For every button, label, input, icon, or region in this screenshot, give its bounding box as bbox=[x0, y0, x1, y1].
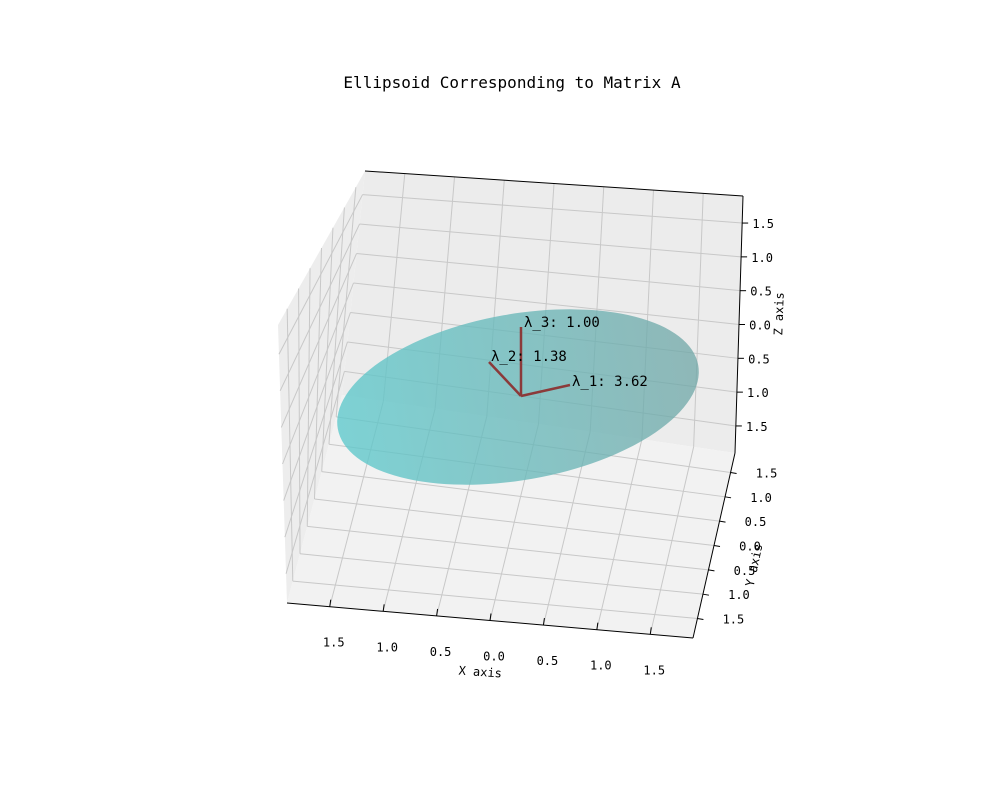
grid-line bbox=[321, 471, 720, 522]
grid-line bbox=[693, 193, 704, 447]
z-tick-label: 1.5 bbox=[746, 420, 768, 434]
grid-line bbox=[362, 194, 743, 224]
y-tick-mark bbox=[730, 471, 737, 474]
x-tick-label: 0.5 bbox=[537, 654, 559, 668]
z-tick-label: 0.5 bbox=[750, 285, 772, 299]
z-tick-label: 1.0 bbox=[747, 386, 769, 400]
y-tick-label: 0.5 bbox=[745, 515, 767, 529]
y-tick-mark bbox=[697, 618, 704, 621]
x-tick-mark bbox=[649, 627, 652, 635]
y-tick-label: 0.5 bbox=[734, 564, 756, 578]
x-tick-mark bbox=[542, 618, 545, 626]
x-tick-label: 0.5 bbox=[430, 645, 452, 659]
z-tick-label: 0.0 bbox=[749, 319, 771, 333]
eigenvector-1 bbox=[520, 383, 571, 398]
eigenvectors bbox=[488, 327, 571, 398]
x-axis-label: X axis bbox=[458, 664, 502, 681]
y-tick-label: 1.0 bbox=[728, 588, 750, 602]
grid-line bbox=[356, 253, 741, 292]
eigenvalue-label-2: λ_2: 1.38 bbox=[491, 349, 567, 365]
y-tick-label: 1.5 bbox=[756, 466, 778, 480]
x-tick-label: 1.0 bbox=[590, 659, 612, 673]
z-tick-label: 0.5 bbox=[748, 352, 770, 366]
x-tick-mark bbox=[329, 599, 332, 607]
x-tick-label: 1.5 bbox=[323, 636, 345, 650]
grid-line bbox=[596, 439, 643, 630]
x-tick-mark bbox=[489, 613, 492, 621]
x-tick-mark bbox=[436, 608, 439, 616]
x-tick-label: 1.5 bbox=[643, 663, 665, 677]
grid-line bbox=[278, 194, 364, 355]
y-tick-mark bbox=[719, 520, 726, 523]
z-tick-label: 1.0 bbox=[751, 251, 773, 265]
x-tick-label: 0.0 bbox=[483, 650, 505, 664]
grid-line bbox=[321, 227, 334, 472]
grid-line bbox=[314, 498, 715, 546]
x-tick-label: 1.0 bbox=[376, 640, 398, 654]
grid-line bbox=[314, 247, 322, 500]
grid-line bbox=[649, 446, 695, 635]
eigenvector-2 bbox=[488, 361, 522, 397]
ellipsoid-surface bbox=[337, 309, 699, 485]
y-tick-mark bbox=[708, 569, 715, 572]
grid-line bbox=[359, 223, 742, 258]
y-tick-label: 1.5 bbox=[723, 613, 745, 627]
grid-line bbox=[335, 187, 357, 417]
grid-line bbox=[328, 207, 345, 445]
grid-line bbox=[280, 253, 357, 428]
y-tick-mark bbox=[713, 545, 721, 547]
grid-line bbox=[353, 282, 740, 325]
axis-ticks: 1.5 1.5 1.5 1.0 1.0 1.0 0.5 0.5 0.5 0.0 0.0 0.0 0.5 0… bbox=[323, 217, 778, 677]
eigenvalue-label-3: λ_3: 1.00 bbox=[524, 315, 600, 331]
x-tick-mark bbox=[596, 622, 599, 630]
y-tick-label: 1.0 bbox=[750, 491, 772, 505]
z-axis-label: Z axis bbox=[771, 292, 787, 336]
x-tick-mark bbox=[382, 604, 385, 612]
grid-line bbox=[279, 223, 361, 392]
eigenvalue-label-1: λ_1: 3.62 bbox=[572, 374, 648, 390]
y-tick-label: 0.0 bbox=[739, 540, 761, 554]
chart-title: Ellipsoid Corresponding to Matrix A bbox=[343, 73, 681, 92]
y-tick-mark bbox=[724, 496, 732, 499]
y-tick-mark bbox=[702, 593, 710, 596]
z-tick-label: 1.5 bbox=[752, 217, 774, 231]
